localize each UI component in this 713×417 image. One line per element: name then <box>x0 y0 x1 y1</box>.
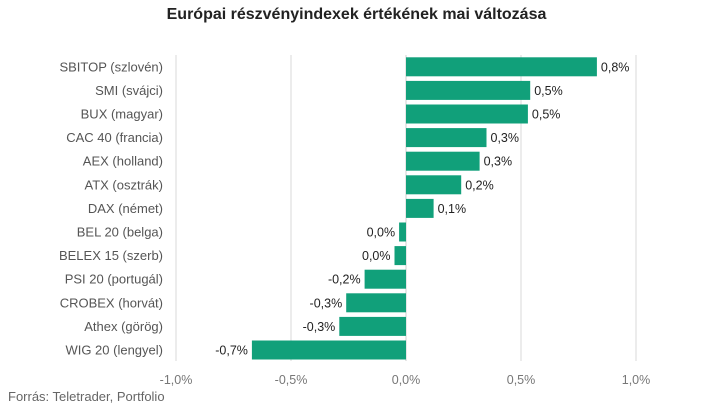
value-label: -0,2% <box>328 273 361 287</box>
value-label: 0,5% <box>534 84 563 98</box>
category-label: BELEX 15 (szerb) <box>59 248 163 263</box>
value-label: -0,3% <box>310 296 343 310</box>
bar <box>406 57 597 77</box>
value-label: 0,2% <box>465 178 494 192</box>
bar <box>364 269 406 289</box>
bar <box>339 316 406 336</box>
bar <box>406 128 487 148</box>
bar <box>406 104 528 124</box>
category-label: PSI 20 (portugál) <box>65 272 163 287</box>
x-tick-label: 0,0% <box>392 373 421 387</box>
bar <box>251 340 406 360</box>
value-label: -0,7% <box>215 344 248 358</box>
x-tick-label: 1,0% <box>622 373 651 387</box>
category-label: Athex (görög) <box>84 319 163 334</box>
x-tick-label: -0,5% <box>275 373 308 387</box>
bars <box>251 57 597 360</box>
category-label: CAC 40 (francia) <box>66 130 163 145</box>
bar <box>399 222 406 242</box>
category-label: DAX (német) <box>88 201 163 216</box>
category-label: BEL 20 (belga) <box>77 225 163 240</box>
x-tick-label: 0,5% <box>507 373 536 387</box>
x-tick-label: -1,0% <box>160 373 193 387</box>
bar <box>406 151 480 171</box>
bar <box>406 198 434 218</box>
value-label: 0,5% <box>532 108 561 122</box>
value-label: -0,3% <box>303 320 336 334</box>
bar <box>406 175 462 195</box>
bar <box>394 246 406 266</box>
value-label: 0,8% <box>601 60 630 74</box>
value-label: 0,3% <box>484 155 512 169</box>
category-label: WIG 20 (lengyel) <box>65 343 163 358</box>
value-label: 0,0% <box>362 249 391 263</box>
category-label: BUX (magyar) <box>81 107 163 122</box>
source-note: Forrás: Teletrader, Portfolio <box>8 389 165 404</box>
value-label: 0,3% <box>491 131 520 145</box>
bar <box>406 80 531 100</box>
category-label: CROBEX (horvát) <box>60 295 163 310</box>
value-label: 0,0% <box>367 226 396 240</box>
bar <box>346 293 406 313</box>
category-label: SBITOP (szlovén) <box>59 59 163 74</box>
labels: -1,0% -0,5% 0,0% 0,5% 1,0% SBITOP (szlovén) 0,… <box>59 59 650 387</box>
chart-title: Európai részvényindexek értékének mai vá… <box>166 6 547 23</box>
value-label: 0,1% <box>438 202 467 216</box>
category-label: AEX (holland) <box>83 154 163 169</box>
category-label: ATX (osztrák) <box>85 177 164 192</box>
category-label: SMI (svájci) <box>95 83 163 98</box>
